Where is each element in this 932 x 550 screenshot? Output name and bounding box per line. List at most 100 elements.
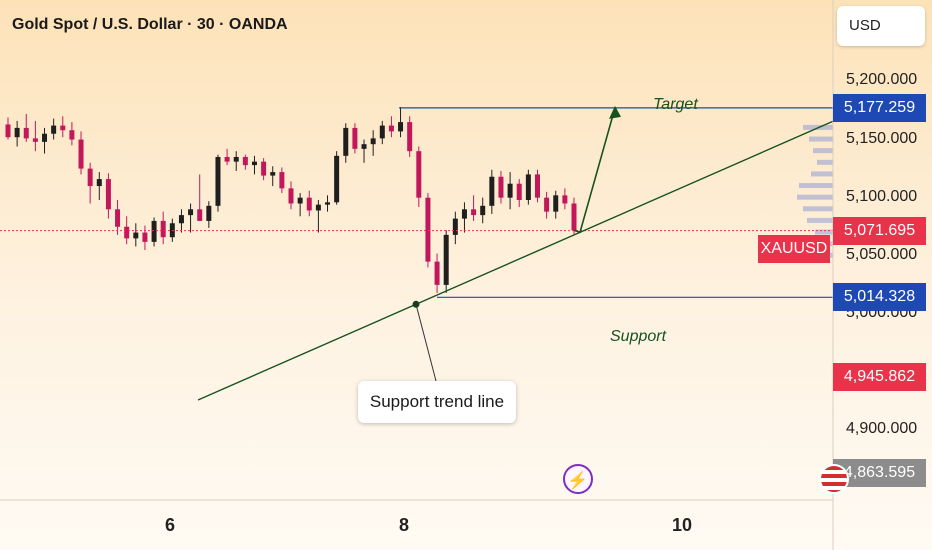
candles [5,106,577,294]
candle-body [233,156,239,162]
target-label: Target [653,96,698,113]
candle-body [261,161,267,176]
volume-profile-bar [797,194,833,200]
price-tag: 4,945.862 [833,362,926,391]
candle-body [388,125,394,132]
candle-body [133,232,139,239]
candle-body [480,205,486,216]
support-trend-line[interactable] [197,120,834,401]
candle-body [407,122,413,152]
candle-body [416,151,422,198]
volume-profile-bar [803,206,833,212]
volume-profile-bar [807,217,833,223]
candle-body [178,215,184,224]
candle-body [251,161,257,166]
volume-profile-bar [827,252,833,258]
candle-body [534,174,540,198]
candle-body [279,172,285,189]
price-tick: 5,150.000 [846,129,918,147]
candle-body [160,220,166,238]
candle-body [270,172,276,176]
candle-body [32,138,38,142]
candle-body [51,125,57,134]
volume-profile-bar [817,159,833,165]
projection-arrowhead [609,105,621,119]
price-tag: 5,014.328 [833,283,926,312]
candle-body [370,138,376,145]
candle-body [398,122,404,132]
time-tick: 8 [399,515,410,535]
flash-icon[interactable]: ⚡ [563,464,593,494]
candle-body [315,204,321,211]
candle-body [142,232,148,242]
candle-body [60,125,66,131]
candle-body [562,195,568,204]
candle-body [105,179,111,210]
price-tick: 4,900.000 [846,420,918,438]
candle-body [242,156,248,166]
candle-body [516,183,522,200]
candle-body [151,220,157,242]
candle-body [434,261,440,285]
price-tag: 5,177.259 [833,93,926,122]
price-tick: 5,100.000 [846,187,918,205]
support-label: Support [610,328,667,345]
time-tick: 6 [165,515,176,535]
trend-callout[interactable]: Support trend line [358,381,516,423]
volume-profile-bar [813,148,833,154]
candle-body [425,197,431,262]
candle-body [443,234,449,285]
candle-body [553,195,559,212]
candle-body [78,139,84,169]
candle-body [571,203,577,231]
candle-body [69,130,75,140]
candle-body [379,125,385,139]
candle-body [507,183,513,198]
volume-profile-bar [811,171,833,177]
candle-body [124,226,130,239]
callout-pointer [415,304,437,382]
candle-body [297,197,303,204]
projection-arrow[interactable] [573,107,616,234]
candle-body [224,156,230,162]
candle-body [96,179,102,187]
symbol-tag: XAUUSD [758,235,830,263]
candle-body [489,176,495,206]
candle-body [343,127,349,156]
price-tag: 5,071.695 [833,216,926,245]
price-tick: 5,200.000 [846,71,918,89]
price-tick: 5,050.000 [846,245,918,263]
candle-body [87,168,93,187]
candle-body [498,176,504,198]
candle-body [215,156,221,206]
candle-body [5,124,11,138]
candle-body [544,197,550,212]
candle-body [115,209,121,227]
candle-body [188,209,194,216]
candle-body [352,127,358,149]
chart-title: Gold Spot / U.S. Dollar · 30 · OANDA [12,16,288,33]
candle-body [471,209,477,216]
time-tick: 10 [672,515,693,535]
candle-body [206,205,212,221]
candle-body [334,155,340,203]
candle-body [23,127,29,139]
candle-body [306,197,312,211]
volume-profile-bar [799,183,833,189]
candle-body [42,133,48,142]
volume-profile-bar [815,229,833,235]
candle-body [14,127,20,138]
trend-anchor-point [412,300,420,308]
candle-body [461,209,467,219]
us-flag-icon[interactable] [819,464,849,494]
candle-body [525,174,531,200]
volume-profile-bar [809,136,833,142]
candle-body [361,144,367,149]
candle-body [325,202,331,205]
currency-selector[interactable]: USD [837,6,925,46]
candle-body [452,218,458,235]
candle-body [288,188,294,204]
candle-body [197,209,203,221]
